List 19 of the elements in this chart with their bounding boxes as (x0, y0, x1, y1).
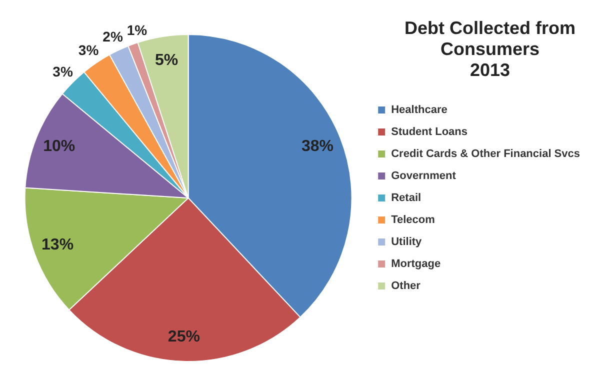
data-label: 1% (126, 22, 148, 38)
legend-label: Credit Cards & Other Financial Svcs (391, 148, 580, 160)
legend-label: Mortgage (391, 258, 441, 270)
data-label: 10% (43, 138, 76, 156)
data-label: 5% (155, 52, 178, 70)
data-label: 38% (302, 138, 334, 156)
legend-label: Government (391, 170, 456, 182)
data-label: 3% (78, 42, 100, 58)
legend-label: Utility (391, 236, 423, 248)
legend-label: Telecom (391, 214, 436, 226)
text: Debt Collected from Consumers 2013 (403, 18, 577, 81)
legend-label: Retail (391, 192, 422, 204)
legend-label: Other (391, 280, 422, 292)
data-label: 3% (52, 63, 74, 80)
data-label: 25% (168, 328, 200, 346)
data-label: 2% (102, 28, 124, 44)
data-label: 13% (42, 236, 74, 254)
legend-label: Student Loans (391, 126, 468, 138)
legend-label: Healthcare (391, 104, 448, 116)
